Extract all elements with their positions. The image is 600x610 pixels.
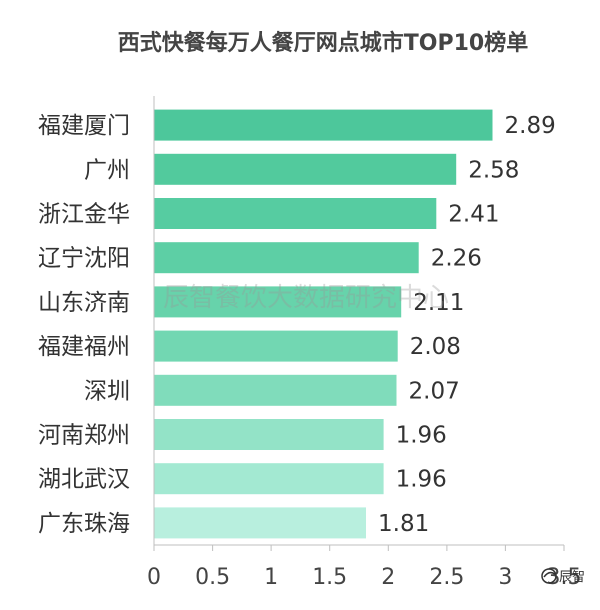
- category-label: 广东珠海: [38, 511, 130, 537]
- x-tick-label: 0.5: [195, 565, 230, 590]
- value-label: 2.11: [413, 290, 464, 316]
- x-tick-label: 2: [381, 565, 395, 590]
- logo: 辰智: [541, 568, 585, 585]
- value-label: 1.96: [396, 467, 447, 493]
- x-tick-label: 1: [264, 565, 278, 590]
- value-label: 2.58: [468, 157, 519, 183]
- bird-logo-icon: [541, 568, 557, 584]
- x-tick-label: 1.5: [312, 565, 347, 590]
- value-label: 2.26: [431, 246, 482, 272]
- bar: [154, 198, 437, 229]
- x-tick-label: 2.5: [429, 565, 464, 590]
- category-label: 山东济南: [38, 290, 130, 316]
- bar: [154, 286, 402, 318]
- bar: [154, 109, 493, 141]
- category-label: 深圳: [84, 378, 130, 404]
- value-label: 2.89: [505, 113, 556, 139]
- bar: [154, 242, 419, 274]
- category-label: 辽宁沈阳: [38, 246, 130, 272]
- value-label: 2.07: [409, 378, 460, 404]
- category-label: 福建厦门: [38, 113, 130, 139]
- category-label: 浙江金华: [38, 202, 130, 228]
- bar: [154, 463, 384, 495]
- value-label: 1.81: [378, 511, 429, 537]
- bar: [154, 419, 384, 450]
- bar: [154, 374, 397, 406]
- bar: [154, 507, 366, 539]
- category-label: 福建福州: [38, 334, 130, 360]
- chart-title: 西式快餐每万人餐厅网点城市TOP10榜单: [118, 30, 528, 56]
- logo-text: 辰智: [559, 570, 585, 585]
- value-label: 1.96: [396, 423, 447, 449]
- category-label: 广州: [84, 157, 130, 183]
- bar: [154, 330, 398, 362]
- value-label: 2.41: [448, 202, 499, 228]
- watermark-text: 辰智餐饮大数据研究中心: [163, 283, 449, 313]
- x-tick-label: 3: [498, 565, 512, 590]
- category-label: 湖北武汉: [38, 467, 130, 493]
- x-axis: 0 0.5 1 1.5 2 2.5 3 3.5: [147, 96, 582, 590]
- bars-layer: 福建厦门 2.89 广州 2.58 浙江金华 2.41 辽宁沈阳 2.26 山东济南 2.11 福建…: [38, 109, 556, 539]
- x-tick-label: 0: [147, 565, 161, 590]
- bar: [154, 153, 457, 185]
- value-label: 2.08: [410, 334, 461, 360]
- category-label: 河南郑州: [38, 423, 130, 449]
